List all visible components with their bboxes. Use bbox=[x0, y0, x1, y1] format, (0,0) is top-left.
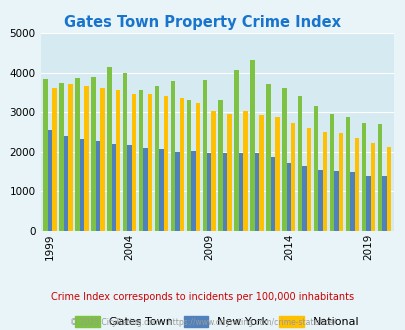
Bar bbox=[202, 80, 207, 231]
Bar bbox=[306, 128, 311, 231]
Bar bbox=[207, 153, 211, 231]
Bar bbox=[43, 79, 48, 231]
Bar bbox=[234, 70, 238, 231]
Bar bbox=[361, 123, 365, 231]
Bar bbox=[329, 114, 333, 231]
Bar bbox=[218, 100, 222, 231]
Bar bbox=[227, 114, 231, 231]
Bar bbox=[275, 117, 279, 231]
Bar bbox=[64, 136, 68, 231]
Bar bbox=[222, 153, 227, 231]
Bar bbox=[386, 147, 390, 231]
Bar bbox=[132, 94, 136, 231]
Bar bbox=[139, 90, 143, 231]
Bar bbox=[258, 115, 263, 231]
Bar bbox=[350, 172, 354, 231]
Bar bbox=[111, 144, 116, 231]
Bar bbox=[290, 123, 295, 231]
Bar bbox=[127, 145, 132, 231]
Bar bbox=[370, 144, 374, 231]
Bar bbox=[171, 81, 175, 231]
Bar bbox=[250, 60, 254, 231]
Bar bbox=[147, 94, 152, 231]
Bar bbox=[68, 84, 72, 231]
Bar bbox=[281, 88, 286, 231]
Bar bbox=[175, 152, 179, 231]
Bar bbox=[243, 111, 247, 231]
Bar bbox=[266, 84, 270, 231]
Bar bbox=[100, 88, 104, 231]
Text: Gates Town Property Crime Index: Gates Town Property Crime Index bbox=[64, 15, 341, 30]
Bar bbox=[96, 141, 100, 231]
Text: Crime Index corresponds to incidents per 100,000 inhabitants: Crime Index corresponds to incidents per… bbox=[51, 292, 354, 302]
Bar bbox=[143, 148, 147, 231]
Bar bbox=[52, 88, 57, 231]
Bar bbox=[123, 73, 127, 231]
Bar bbox=[91, 77, 96, 231]
Bar bbox=[211, 111, 215, 231]
Bar bbox=[107, 67, 111, 231]
Bar bbox=[195, 104, 200, 231]
Bar bbox=[79, 139, 84, 231]
Bar bbox=[313, 106, 318, 231]
Bar bbox=[254, 153, 258, 231]
Bar bbox=[59, 82, 64, 231]
Bar bbox=[154, 86, 159, 231]
Bar bbox=[345, 117, 350, 231]
Text: © 2025 CityRating.com - https://www.cityrating.com/crime-statistics/: © 2025 CityRating.com - https://www.city… bbox=[70, 318, 335, 327]
Bar bbox=[302, 166, 306, 231]
Bar bbox=[159, 149, 163, 231]
Bar bbox=[186, 100, 191, 231]
Bar bbox=[338, 133, 342, 231]
Bar bbox=[365, 176, 370, 231]
Bar bbox=[191, 151, 195, 231]
Bar bbox=[270, 157, 275, 231]
Bar bbox=[297, 96, 302, 231]
Bar bbox=[84, 86, 88, 231]
Bar bbox=[333, 171, 338, 231]
Bar bbox=[286, 163, 290, 231]
Bar bbox=[75, 78, 79, 231]
Bar bbox=[377, 124, 381, 231]
Bar bbox=[318, 170, 322, 231]
Bar bbox=[116, 90, 120, 231]
Bar bbox=[381, 176, 386, 231]
Bar bbox=[48, 130, 52, 231]
Bar bbox=[354, 138, 358, 231]
Legend: Gates Town, New York, National: Gates Town, New York, National bbox=[71, 312, 362, 330]
Bar bbox=[322, 132, 326, 231]
Bar bbox=[238, 153, 243, 231]
Bar bbox=[179, 98, 183, 231]
Bar bbox=[163, 96, 168, 231]
